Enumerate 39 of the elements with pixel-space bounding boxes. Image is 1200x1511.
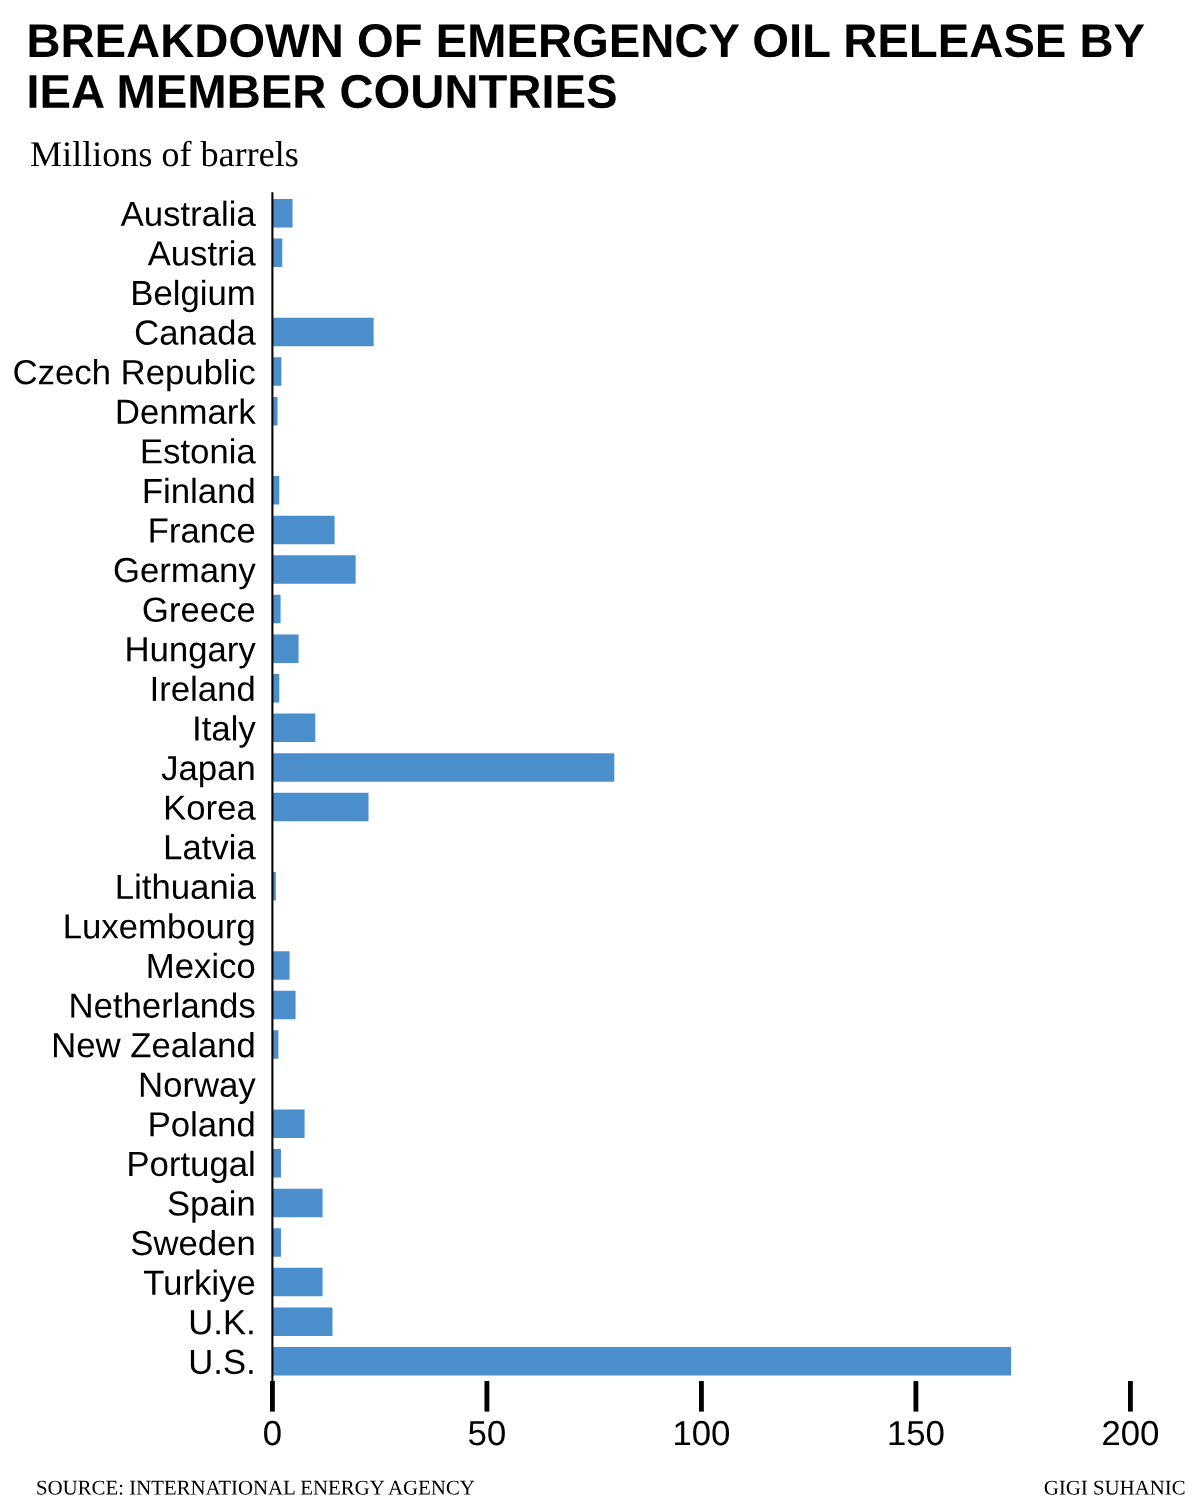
y-tick-label: Norway (140, 1072, 256, 1104)
y-tick-label: Korea (165, 795, 256, 820)
chart-title: BREAKDOWN OF EMERGENCY OIL RELEASE BY IEA MEMBER COUNTRIES (29, 23, 1145, 109)
y-tick-label: Germany (114, 557, 256, 590)
y-tick-label: Japan (161, 756, 254, 788)
y-tick-label: Sweden (131, 1229, 254, 1256)
y-tick-label: U.S. (190, 1349, 253, 1375)
y-tick-label: New Zealand (54, 1031, 254, 1058)
x-tick-label: 0 (264, 1420, 281, 1446)
y-tick-label: Australia (120, 200, 256, 227)
y-tick-label: Denmark (117, 398, 256, 425)
x-tick-label: 200 (1103, 1420, 1159, 1446)
source-note: SOURCE: INTERNATIONAL ENERGY AGENCY (37, 1480, 475, 1495)
y-tick-label: Luxembourg (65, 913, 254, 946)
y-tick-label: Ireland (152, 675, 254, 702)
y-tick-label: Portugal (129, 1150, 254, 1184)
y-tick-label: Netherlands (71, 992, 255, 1018)
y-tick-label: Hungary (127, 637, 256, 669)
y-tick-label: Turkiye (143, 1269, 255, 1302)
y-tick-label: Canada (135, 319, 256, 345)
y-tick-label: Lithuania (117, 873, 256, 900)
y-tick-label: Belgium (133, 279, 254, 313)
y-tick-label: France (150, 518, 255, 543)
y-tick-label: Greece (143, 597, 255, 623)
y-tick-label: Finland (144, 477, 254, 504)
y-tick-label: Spain (168, 1190, 254, 1223)
y-tick-label: Italy (195, 715, 256, 748)
y-tick-label: Austria (147, 240, 256, 266)
y-tick-label: Mexico (148, 952, 255, 979)
y-tick-label: U.K. (190, 1310, 253, 1335)
y-tick-label: Poland (150, 1111, 254, 1137)
x-tick-label: 150 (889, 1420, 944, 1446)
x-tick-label: 100 (675, 1420, 730, 1446)
x-tick-label: 50 (468, 1420, 505, 1446)
y-tick-label: Czech Republic (14, 358, 255, 392)
chart-subtitle: Millions of barrels (31, 140, 298, 167)
text: GIGI SUHANIC (1044, 1480, 1185, 1495)
y-tick-label: Estonia (142, 438, 256, 464)
y-tick-label: Latvia (165, 834, 256, 860)
